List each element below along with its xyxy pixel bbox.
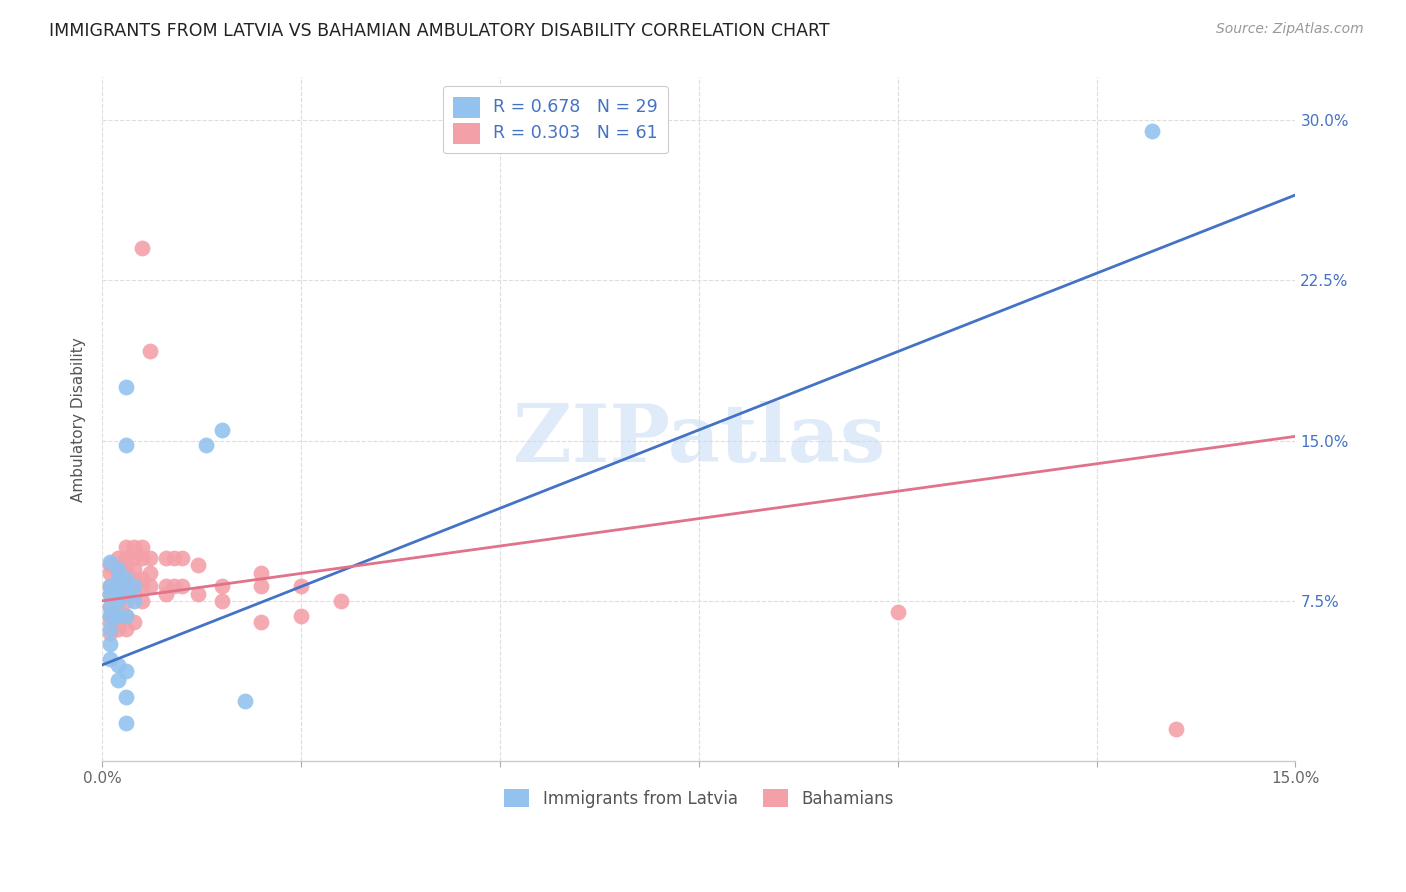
Point <box>163 551 186 566</box>
Point <box>139 343 162 358</box>
Point <box>115 665 138 679</box>
Point <box>170 579 193 593</box>
Point <box>107 615 129 630</box>
Point <box>115 608 138 623</box>
Point <box>211 423 233 437</box>
Point <box>115 594 138 608</box>
Text: Source: ZipAtlas.com: Source: ZipAtlas.com <box>1216 22 1364 37</box>
Point <box>107 587 129 601</box>
Point <box>98 651 121 665</box>
Point <box>98 579 121 593</box>
Point <box>115 715 138 730</box>
Point <box>115 438 138 452</box>
Text: ZIPatlas: ZIPatlas <box>513 401 884 479</box>
Point <box>139 579 162 593</box>
Point <box>194 438 217 452</box>
Point <box>139 566 162 580</box>
Point <box>98 566 121 580</box>
Point <box>107 608 129 623</box>
Point <box>122 541 145 555</box>
Point <box>98 555 121 569</box>
Point <box>98 636 121 650</box>
Point <box>290 579 312 593</box>
Point <box>122 573 145 587</box>
Point <box>886 605 908 619</box>
Point <box>98 558 121 572</box>
Point <box>211 594 233 608</box>
Point <box>107 562 129 576</box>
Point <box>235 694 257 708</box>
Point <box>122 562 145 576</box>
Point <box>107 551 129 566</box>
Point <box>115 608 138 623</box>
Point <box>122 594 145 608</box>
Point <box>187 587 209 601</box>
Point <box>155 587 177 601</box>
Point <box>107 657 129 672</box>
Point <box>122 579 145 593</box>
Point <box>131 579 153 593</box>
Point <box>211 579 233 593</box>
Point <box>98 622 121 636</box>
Point <box>115 587 138 601</box>
Point <box>107 566 129 580</box>
Point <box>250 579 273 593</box>
Point <box>98 579 121 593</box>
Point <box>107 594 129 608</box>
Point <box>122 615 145 630</box>
Legend: Immigrants from Latvia, Bahamians: Immigrants from Latvia, Bahamians <box>498 783 900 814</box>
Point <box>115 562 138 576</box>
Point <box>115 380 138 394</box>
Point <box>187 558 209 572</box>
Point <box>98 608 121 623</box>
Point <box>107 622 129 636</box>
Text: IMMIGRANTS FROM LATVIA VS BAHAMIAN AMBULATORY DISABILITY CORRELATION CHART: IMMIGRANTS FROM LATVIA VS BAHAMIAN AMBUL… <box>49 22 830 40</box>
Point <box>107 562 129 576</box>
Point <box>115 551 138 566</box>
Point <box>98 615 121 630</box>
Point <box>98 608 121 623</box>
Point <box>115 690 138 704</box>
Point <box>131 573 153 587</box>
Point <box>115 573 138 587</box>
Point <box>107 573 129 587</box>
Point <box>290 608 312 623</box>
Point <box>115 622 138 636</box>
Point <box>107 673 129 687</box>
Point <box>170 551 193 566</box>
Point <box>107 594 129 608</box>
Point <box>107 573 129 587</box>
Point <box>131 241 153 255</box>
Y-axis label: Ambulatory Disability: Ambulatory Disability <box>72 337 86 501</box>
Point <box>1166 722 1188 736</box>
Point <box>329 594 352 608</box>
Point <box>250 615 273 630</box>
Point <box>98 600 121 615</box>
Point <box>1142 124 1164 138</box>
Point <box>131 551 153 566</box>
Point <box>250 566 273 580</box>
Point <box>107 583 129 598</box>
Point <box>131 541 153 555</box>
Point <box>163 579 186 593</box>
Point <box>122 587 145 601</box>
Point <box>98 600 121 615</box>
Point <box>98 626 121 640</box>
Point <box>131 594 153 608</box>
Point <box>107 579 129 593</box>
Point <box>122 551 145 566</box>
Point <box>107 605 129 619</box>
Point <box>115 541 138 555</box>
Point <box>98 587 121 601</box>
Point <box>115 573 138 587</box>
Point <box>115 579 138 593</box>
Point <box>155 551 177 566</box>
Point <box>98 587 121 601</box>
Point <box>139 551 162 566</box>
Point <box>155 579 177 593</box>
